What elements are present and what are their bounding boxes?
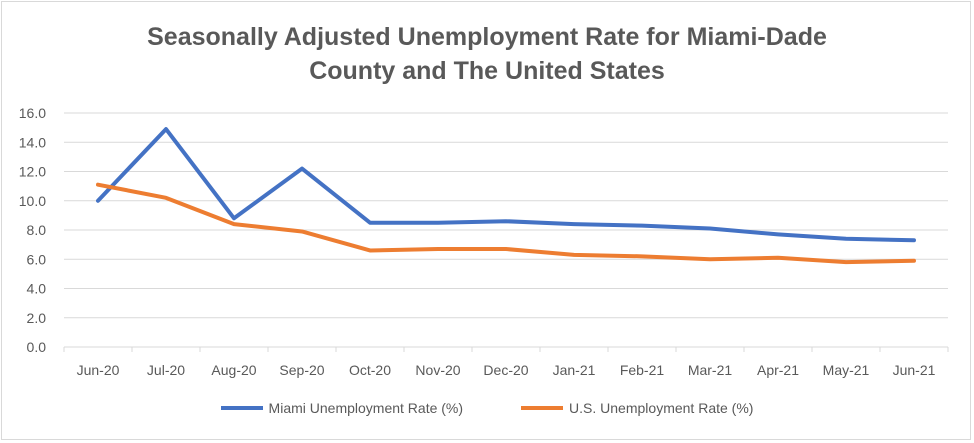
y-tick-label: 4.0 [27, 281, 47, 297]
x-tick-label: Jun-21 [893, 362, 936, 378]
y-tick-label: 8.0 [27, 222, 47, 238]
y-tick-label: 6.0 [27, 251, 47, 267]
chart-title-line2: County and The United States [309, 57, 665, 85]
series-line-miami [96, 127, 916, 243]
y-tick-label: 16.0 [19, 105, 46, 121]
legend-label-us: U.S. Unemployment Rate (%) [569, 400, 754, 416]
x-tick-label: Aug-20 [211, 362, 256, 378]
x-tick-label: Jan-21 [553, 362, 596, 378]
y-tick-label: 2.0 [27, 310, 47, 326]
legend-label-miami: Miami Unemployment Rate (%) [268, 400, 464, 416]
legend: Miami Unemployment Rate (%) U.S. Unemplo… [0, 400, 974, 416]
legend-item-us: U.S. Unemployment Rate (%) [521, 400, 753, 416]
y-tick-label: 10.0 [19, 193, 46, 209]
x-tick-label: Feb-21 [620, 362, 665, 378]
chart-title: Seasonally Adjusted Unemployment Rate fo… [0, 20, 974, 88]
legend-swatch-miami [220, 406, 263, 410]
series-line-us [96, 182, 916, 265]
x-tick-label: Oct-20 [349, 362, 391, 378]
chart-title-line1: Seasonally Adjusted Unemployment Rate fo… [147, 23, 827, 51]
y-tick-label: 0.0 [27, 339, 47, 355]
x-tick-label: Jul-20 [147, 362, 185, 378]
x-tick-label: Sep-20 [279, 362, 324, 378]
x-tick-label: Mar-21 [688, 362, 733, 378]
x-tick-label: Jun-20 [77, 362, 120, 378]
y-tick-label: 12.0 [19, 164, 46, 180]
x-tick-label: Apr-21 [757, 362, 799, 378]
legend-item-miami: Miami Unemployment Rate (%) [220, 400, 464, 416]
x-tick-label: May-21 [823, 362, 870, 378]
legend-swatch-us [521, 406, 564, 410]
x-tick-label: Nov-20 [415, 362, 460, 378]
y-tick-label: 14.0 [19, 134, 46, 150]
x-tick-label: Dec-20 [483, 362, 528, 378]
